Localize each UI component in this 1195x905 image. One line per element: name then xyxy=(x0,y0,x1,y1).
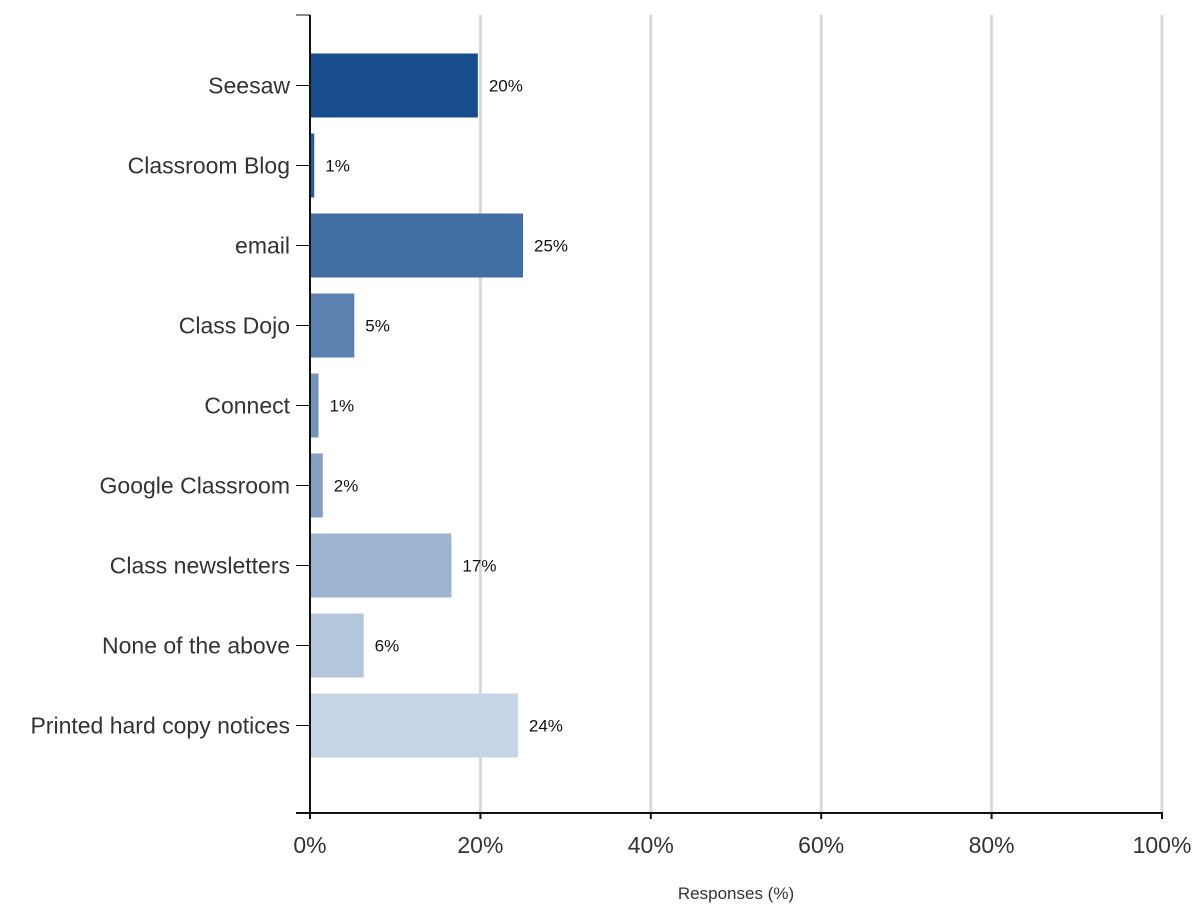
x-axis-title: Responses (%) xyxy=(678,884,794,903)
bar xyxy=(310,373,319,438)
x-tick-label: 80% xyxy=(969,832,1015,858)
value-labels: 20% 1% 25% 5% 1% 2% 17% 6% 24% xyxy=(325,77,568,736)
value-label: 25% xyxy=(534,237,568,256)
x-tick-label: 100% xyxy=(1133,832,1192,858)
x-tick-label: 20% xyxy=(457,832,503,858)
category-label: None of the above xyxy=(102,633,290,659)
x-tick-label: 40% xyxy=(628,832,674,858)
value-label: 6% xyxy=(375,637,400,656)
category-labels: Seesaw Classroom Blog email Class Dojo Conne… xyxy=(30,73,310,739)
value-label: 1% xyxy=(330,397,355,416)
bar xyxy=(310,613,364,678)
category-label: Connect xyxy=(204,393,290,419)
category-label: Seesaw xyxy=(208,73,290,99)
category-label: Classroom Blog xyxy=(128,153,290,179)
bar xyxy=(310,53,478,118)
bar xyxy=(310,213,523,278)
bars xyxy=(310,53,523,758)
value-label: 24% xyxy=(529,717,563,736)
category-label: Class Dojo xyxy=(179,313,290,339)
x-tick-label: 0% xyxy=(293,832,326,858)
value-label: 20% xyxy=(489,77,523,96)
category-label: email xyxy=(235,233,290,259)
x-axis-ticks: 0% 20% 40% 60% 80% 100% xyxy=(293,813,1191,858)
category-label: Google Classroom xyxy=(100,473,290,499)
value-label: 2% xyxy=(334,477,359,496)
value-label: 17% xyxy=(462,557,496,576)
bar xyxy=(310,693,518,758)
value-label: 5% xyxy=(365,317,390,336)
bar xyxy=(310,293,355,358)
x-tick-label: 60% xyxy=(798,832,844,858)
category-label: Printed hard copy notices xyxy=(30,713,290,739)
category-label: Class newsletters xyxy=(110,553,290,579)
bar xyxy=(310,453,323,518)
bar xyxy=(310,533,452,598)
value-label: 1% xyxy=(325,157,350,176)
bar xyxy=(310,133,315,198)
gridlines xyxy=(478,15,1164,813)
